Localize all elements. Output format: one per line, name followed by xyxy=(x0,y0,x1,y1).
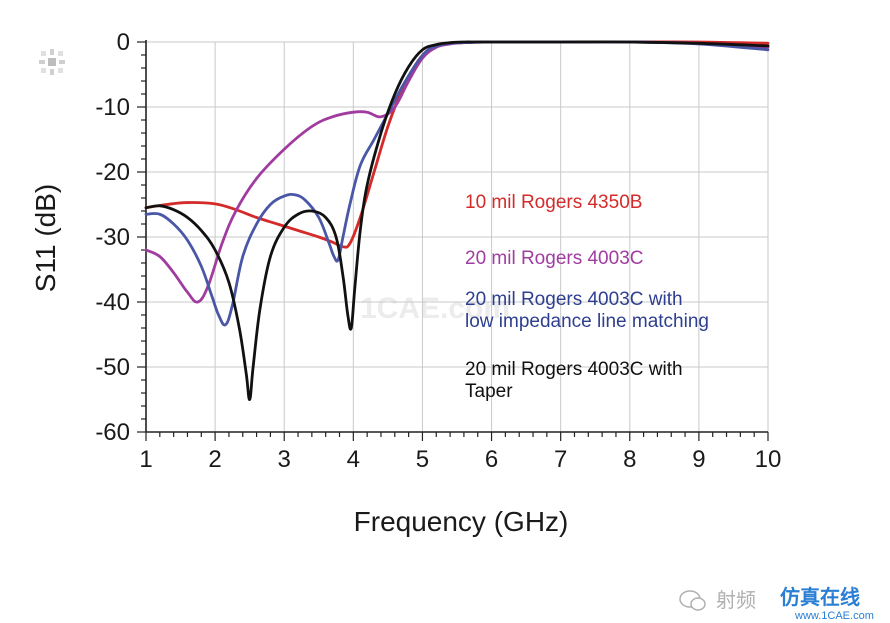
x-tick-label: 2 xyxy=(208,446,221,473)
y-tick-label: -40 xyxy=(95,289,130,316)
legend-entry-text: 20 mil Rogers 4003C xyxy=(465,248,643,269)
watermark-text-cn: 射频 xyxy=(716,588,756,612)
y-tick-label: -60 xyxy=(95,419,130,446)
x-tick-label: 8 xyxy=(623,446,636,473)
legend-entry-text: 20 mil Rogers 4003C with xyxy=(465,359,683,380)
data-series xyxy=(144,40,770,401)
legend-entry-text: low impedance line matching xyxy=(465,311,709,332)
y-tick-label: -30 xyxy=(95,224,130,251)
decorative-logo-icon xyxy=(39,49,65,75)
center-watermark: 1CAE.com xyxy=(360,292,510,325)
watermark-url: www.1CAE.com xyxy=(794,610,874,622)
x-tick-label: 10 xyxy=(755,446,782,473)
tick-marks xyxy=(137,41,769,441)
x-tick-label: 4 xyxy=(347,446,360,473)
wechat-icon xyxy=(679,590,706,611)
x-axis-title: Frequency (GHz) xyxy=(354,506,569,537)
y-axis-title: S11 (dB) xyxy=(30,184,61,292)
legend: 10 mil Rogers 4350B 20 mil Rogers 4003C 20… xyxy=(465,192,709,402)
watermark-brand: 仿真在线 xyxy=(780,585,860,609)
x-tick-label: 7 xyxy=(554,446,567,473)
x-tick-label: 9 xyxy=(692,446,705,473)
x-tick-label: 3 xyxy=(278,446,291,473)
legend-entry-text: 10 mil Rogers 4350B xyxy=(465,192,642,213)
y-tick-label: 0 xyxy=(117,29,130,56)
bottom-right-watermark: 射频 仿真在线 www.1CAE.com xyxy=(679,585,874,622)
tick-labels: 1 2 3 4 5 6 7 8 9 10 0 -10 -20 -30 -40 -50 -60 xyxy=(95,29,781,473)
x-tick-label: 1 xyxy=(139,446,152,473)
x-tick-label: 5 xyxy=(416,446,429,473)
series-line-4003c-taper xyxy=(144,40,770,401)
y-tick-label: -50 xyxy=(95,354,130,381)
legend-entry-text: 20 mil Rogers 4003C with xyxy=(465,289,683,310)
grid xyxy=(146,41,769,432)
series-line-4350b xyxy=(144,40,770,249)
x-tick-label: 6 xyxy=(485,446,498,473)
y-tick-label: -10 xyxy=(95,94,130,121)
legend-entry-text: Taper xyxy=(465,381,513,402)
series-line-4003c-low-impedance xyxy=(144,40,770,327)
y-tick-label: -20 xyxy=(95,159,130,186)
